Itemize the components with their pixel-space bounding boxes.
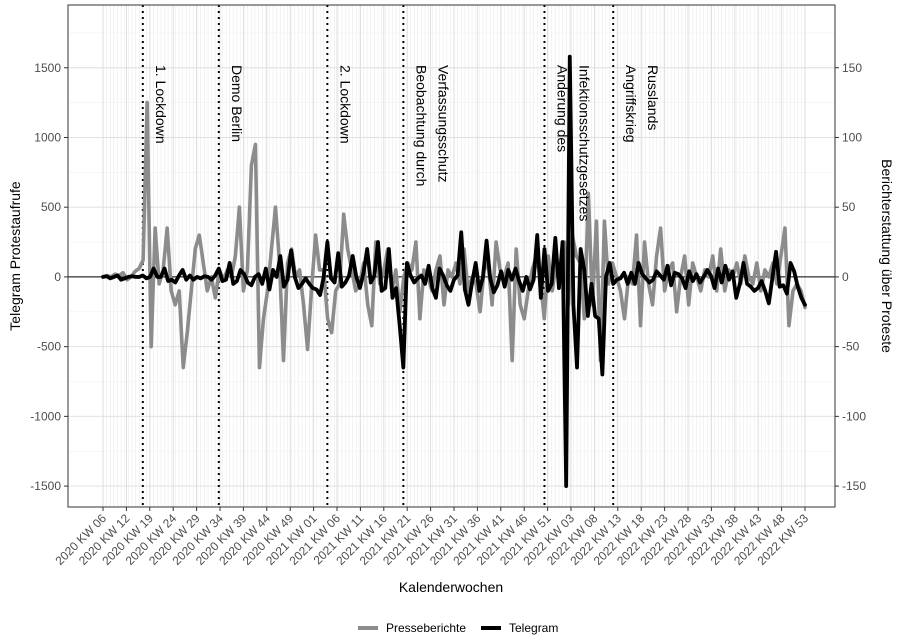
y-tick-label-right: -100	[842, 409, 866, 423]
x-axis-label: Kalenderwochen	[399, 579, 503, 595]
series-line-telegram	[101, 54, 807, 488]
y-tick-label-right: 50	[842, 200, 856, 214]
event-label: 2. Lockdown	[337, 65, 353, 144]
event-label: Angriffskrieg	[623, 65, 639, 143]
y-tick-label-right: 0	[842, 270, 849, 284]
y-ticks-right: -150 -100 -50 0 50 100 150	[835, 61, 866, 493]
plot-border	[67, 4, 836, 508]
y-tick-label-right: 150	[842, 61, 862, 75]
legend-label-presseberichte: Presseberichte	[386, 621, 466, 635]
legend: Presseberichte Telegram	[358, 621, 558, 635]
y-tick-label: -1500	[30, 479, 61, 493]
event-label: Beobachtung durch	[413, 65, 429, 186]
y-tick-label-right: -50	[842, 340, 860, 354]
event-label: Demo Berlin	[229, 65, 245, 142]
y-tick-label: 0	[54, 270, 61, 284]
y-tick-label: 500	[41, 200, 61, 214]
event-label: Russlands	[645, 65, 661, 130]
event-label: Infektionsschutzgesetzes	[576, 65, 592, 221]
series-layer	[101, 54, 807, 488]
event-label: 1. Lockdown	[153, 65, 169, 144]
event-labels: 1. Lockdown Demo Berlin 2. Lockdown Beobach…	[153, 65, 661, 221]
y-ticks-left: -1500 -1000 -500 0 500 1000 1500	[30, 61, 68, 493]
y-tick-label: -1000	[30, 409, 61, 423]
event-label: Verfassungsschutz	[435, 65, 451, 183]
event-label: Änderung des	[554, 65, 570, 152]
y-tick-label: 1500	[34, 61, 61, 75]
y-tick-label-right: -150	[842, 479, 866, 493]
legend-label-telegram: Telegram	[509, 621, 558, 635]
y-tick-label: -500	[37, 340, 61, 354]
y-tick-label: 1000	[34, 130, 61, 144]
y-tick-label-right: 100	[842, 130, 862, 144]
y-axis-label-left: Telegram Protestaufrufe	[7, 181, 23, 331]
y-axis-label-right: Berichterstattung über Proteste	[879, 159, 895, 353]
